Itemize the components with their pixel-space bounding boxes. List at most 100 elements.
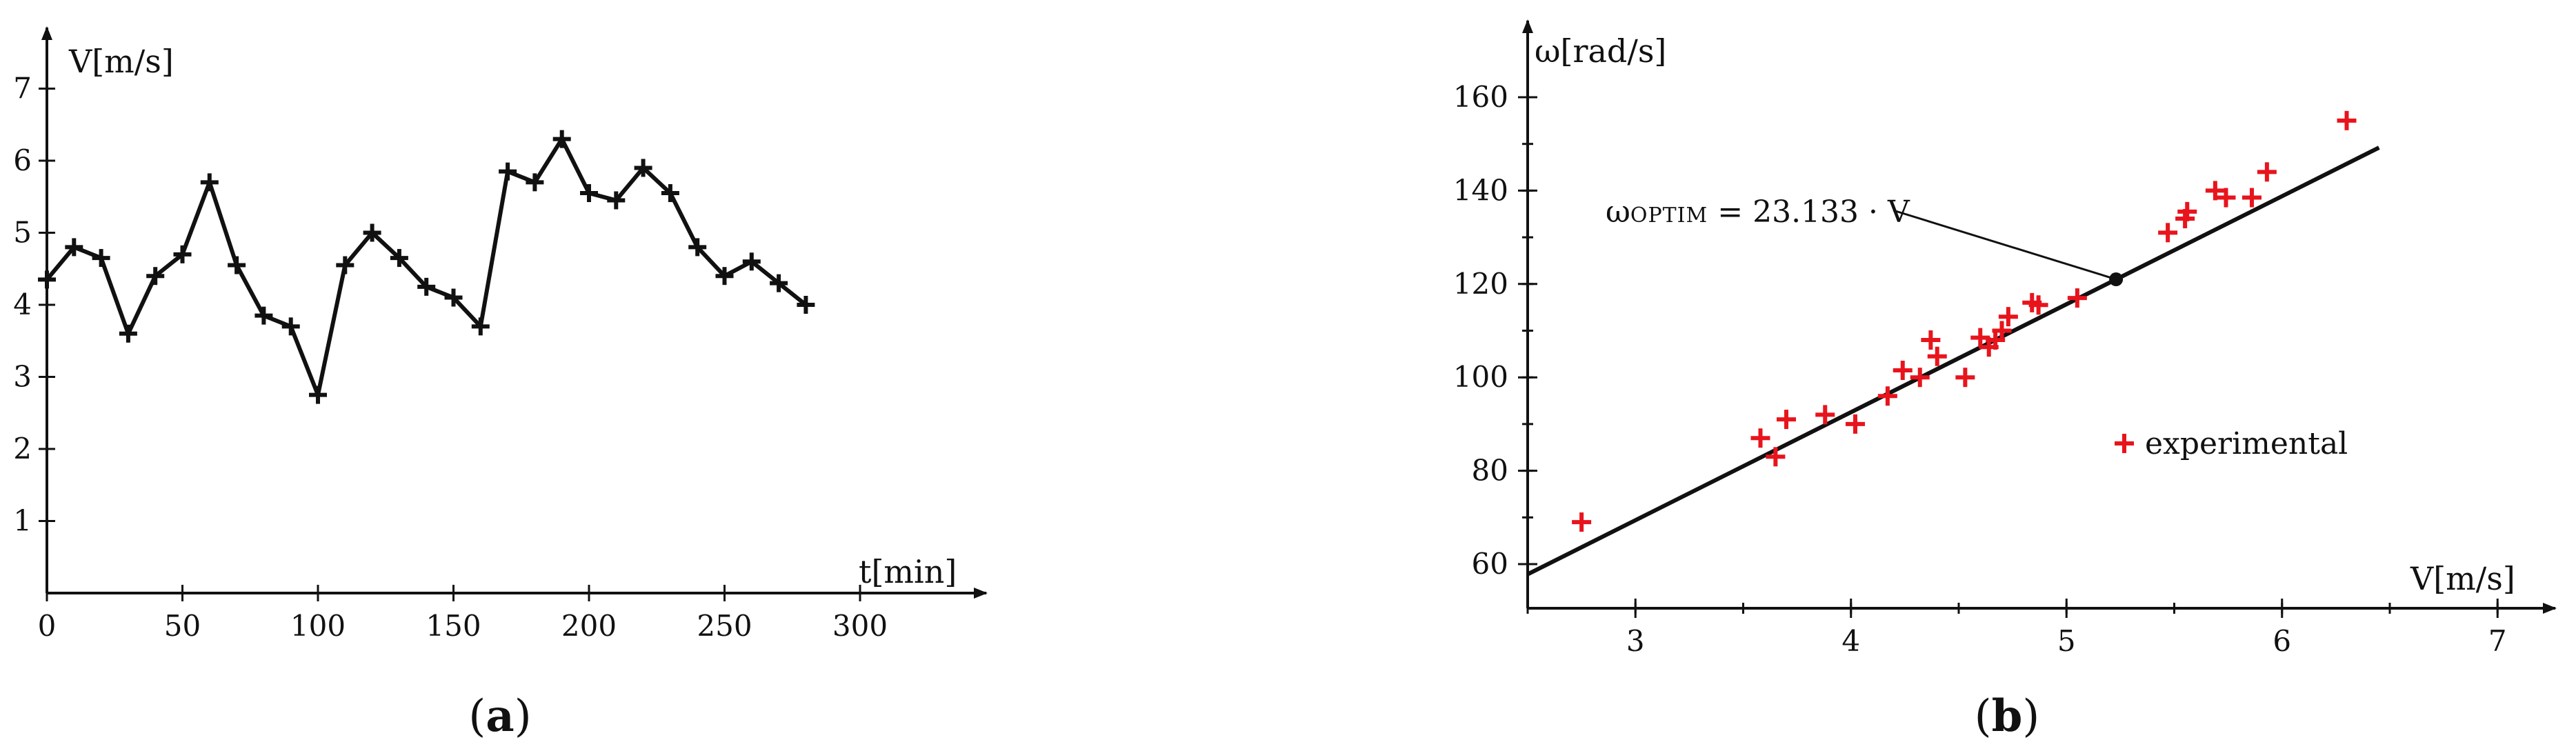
chart-a-data-point <box>634 159 652 177</box>
chart-a-y-tick-label: 2 <box>13 432 32 465</box>
chart-b-y-tick-label: 140 <box>1453 173 1508 207</box>
chart-b-data-point <box>1992 321 2012 341</box>
chart-a-data-point <box>661 184 679 203</box>
chart-a-data-point <box>228 256 246 274</box>
chart-a-x-tick-label: 0 <box>38 609 57 643</box>
chart-b-x-tick-label: 7 <box>2488 624 2507 658</box>
chart-b-panel-label: (b) <box>1975 690 2040 742</box>
chart-b-data-point <box>2177 201 2197 221</box>
chart-a-y-tick-label: 5 <box>13 216 32 250</box>
chart-a-y-tick-label: 7 <box>13 72 32 106</box>
chart-b-ticks: 3 4 5 6 7 60 80 100 120 140 160 <box>1453 80 2507 658</box>
chart-b-x-tick-label: 5 <box>2057 624 2076 658</box>
chart-a-data-point <box>200 173 219 192</box>
chart-a-data-point <box>363 223 381 242</box>
chart-a-x-tick-label: 200 <box>561 609 617 643</box>
chart-b-y-tick-label: 120 <box>1453 267 1508 301</box>
chart-b-panel-letter: b <box>1992 690 2023 742</box>
chart-a-data-point <box>526 173 544 192</box>
chart-b-data-point <box>1877 386 1897 406</box>
chart-b-y-tick-label: 80 <box>1472 454 1508 488</box>
chart-a-data-point <box>715 267 734 286</box>
chart-a-data-point <box>499 162 517 181</box>
chart-b-data-point <box>1750 428 1770 448</box>
chart-a-data-point <box>38 270 56 289</box>
chart-b-y-axis-label: ω[rad/s] <box>1535 32 1666 70</box>
chart-a-data-point <box>552 130 571 148</box>
chart-a-y-axis-label: V[m/s] <box>68 43 174 80</box>
chart-b-data-point <box>1998 307 2018 327</box>
chart-a-series <box>38 130 815 404</box>
chart-a-x-tick-label: 50 <box>164 609 201 643</box>
chart-a-data-point <box>444 288 463 307</box>
chart-b-data-point <box>2242 188 2262 208</box>
chart-a-y-tick-label: 3 <box>13 360 32 394</box>
chart-a-ticks: 0 50 100 150 200 250 300 1 2 3 4 5 6 7 <box>13 72 888 643</box>
chart-b-x-tick-label: 4 <box>1841 624 1860 658</box>
chart-b: 3 4 5 6 7 60 80 100 120 140 160 ωOPTIM = 23.133 · … <box>1453 19 2557 742</box>
chart-a-x-axis-label: t[min] <box>859 553 957 590</box>
chart-b-data-point <box>1893 361 1913 381</box>
chart-a-data-point <box>92 249 110 268</box>
chart-a-axes <box>41 26 988 599</box>
chart-a-x-tick-label: 250 <box>697 609 752 643</box>
chart-b-data-point <box>2158 223 2178 243</box>
chart-b-points <box>1572 110 2357 532</box>
chart-b-x-tick-label: 6 <box>2273 624 2291 658</box>
chart-b-annotation-text: ωOPTIM = 23.133 · V <box>1606 194 1910 230</box>
chart-a-panel-label: (a) <box>468 690 531 742</box>
chart-a-data-point <box>254 306 273 325</box>
chart-a-data-point <box>770 274 788 292</box>
chart-b-x-axis-label: V[m/s] <box>2410 560 2515 597</box>
chart-b-data-point <box>1777 410 1796 430</box>
chart-b-data-point <box>2205 181 2225 201</box>
chart-b-data-point <box>1955 368 1975 388</box>
chart-a-data-point <box>336 256 355 274</box>
chart-a-x-tick-label: 150 <box>426 609 481 643</box>
chart-b-annotation-leader <box>1893 209 2117 281</box>
chart-a-data-point <box>309 385 327 404</box>
chart-b-data-point <box>1766 447 1786 467</box>
chart-a-x-tick-label: 100 <box>290 609 346 643</box>
chart-b-data-point <box>2067 288 2087 308</box>
chart-a-data-point <box>119 324 137 343</box>
chart-b-data-point <box>1910 368 1930 388</box>
chart-b-x-tick-label: 3 <box>1626 624 1645 658</box>
chart-b-y-tick-label: 160 <box>1453 80 1508 114</box>
chart-b-data-point <box>1921 330 1941 350</box>
chart-b-data-point <box>2216 188 2236 208</box>
chart-a-y-tick-label: 4 <box>13 288 32 321</box>
chart-a-data-point <box>173 245 192 263</box>
chart-a-panel-letter: a <box>486 690 514 742</box>
chart-a-y-tick-label: 6 <box>13 143 32 177</box>
chart-a-data-point <box>797 296 815 314</box>
chart-a-data-point <box>607 191 626 210</box>
chart-a-data-point <box>65 238 83 257</box>
chart-b-data-point <box>1927 346 1947 366</box>
chart-a-data-point <box>390 249 408 268</box>
chart-b-data-point <box>1970 328 1990 348</box>
legend-marker-experimental <box>2115 434 2134 453</box>
chart-b-axes <box>1522 19 2557 614</box>
legend-marker-plus <box>2115 434 2134 453</box>
chart-b-y-tick-label: 60 <box>1472 547 1508 581</box>
chart-a-data-point <box>688 238 707 257</box>
chart-b-data-point <box>1815 405 1835 425</box>
chart-a-data-point <box>417 277 436 296</box>
chart-a-data-point <box>471 317 490 336</box>
chart-b-data-point <box>2337 110 2357 130</box>
chart-b-annotation: ωOPTIM = 23.133 · V <box>1606 194 2124 287</box>
chart-b-fit-line <box>1526 146 2380 577</box>
chart-b-legend: experimental <box>2115 426 2348 461</box>
chart-b-data-point <box>2028 295 2048 315</box>
chart-a-x-tick-label: 300 <box>832 609 888 643</box>
chart-b-data-point <box>2257 162 2277 182</box>
chart-b-y-tick-label: 100 <box>1453 360 1508 394</box>
chart-a-y-tick-label: 1 <box>13 504 32 538</box>
chart-a-data-point <box>146 267 165 286</box>
chart-b-annotation-dot <box>2109 272 2124 287</box>
chart-b-fit-line-path <box>1526 146 2380 577</box>
legend-label-experimental: experimental <box>2145 426 2348 461</box>
chart-a-data-point <box>742 252 761 271</box>
